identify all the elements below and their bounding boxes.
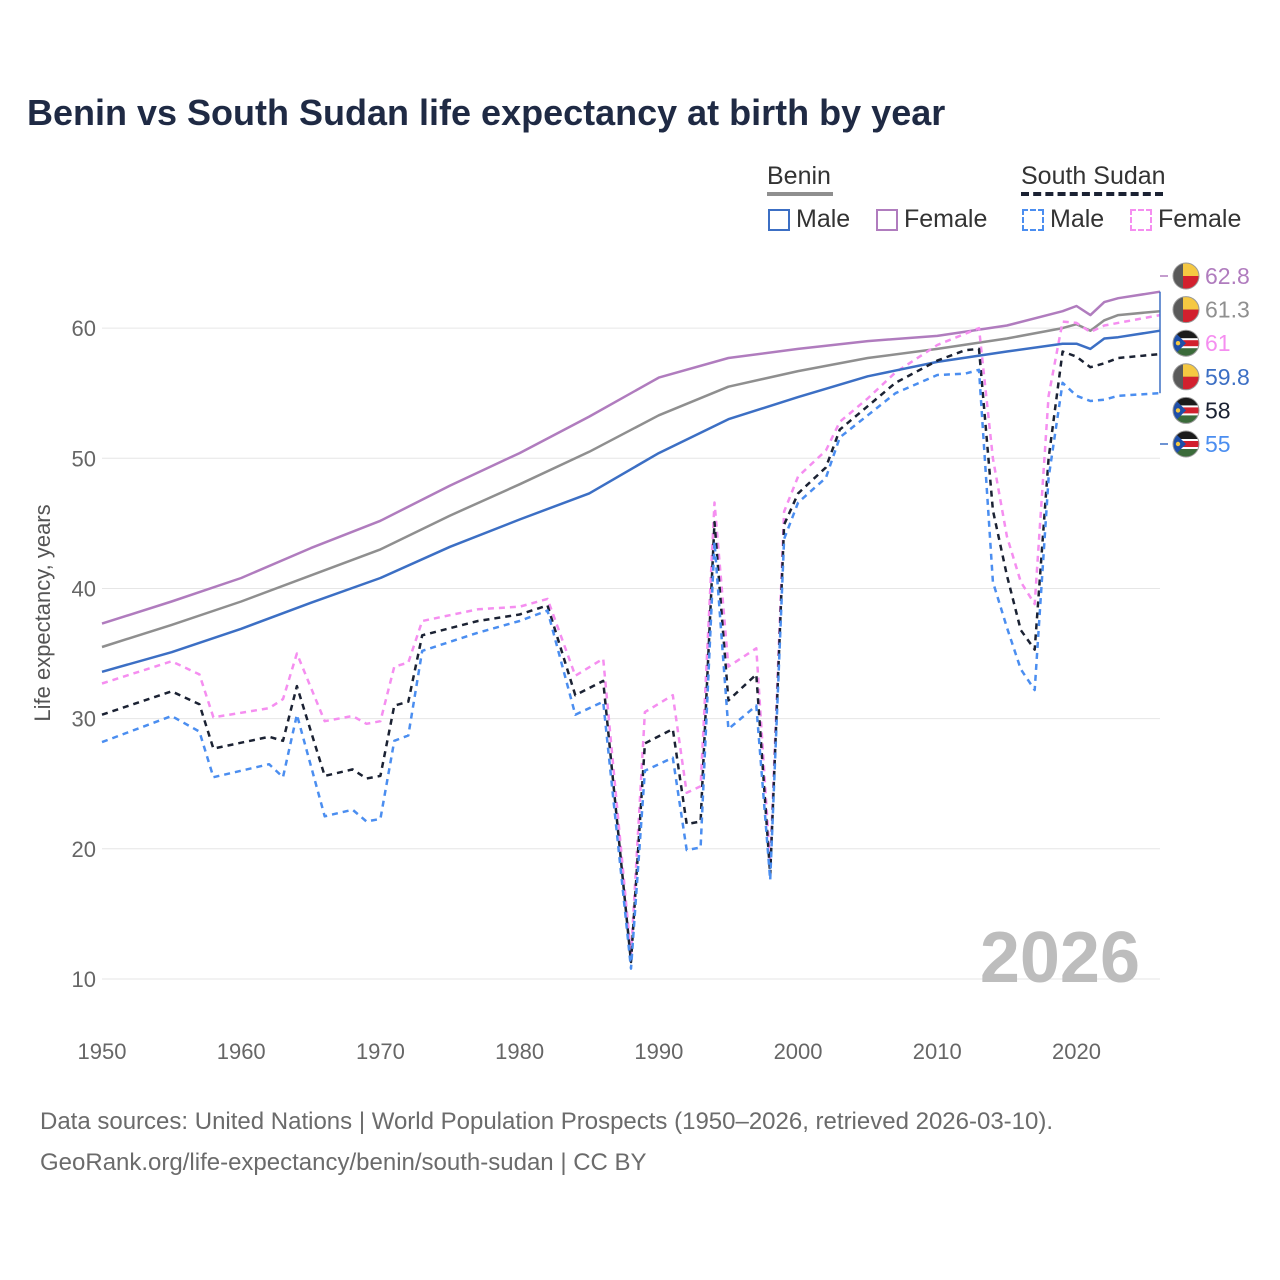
x-axis: 1950 1960 1970 1980 1990 2000 2010 2020 bbox=[78, 1039, 1101, 1064]
legend-swatch-benin-male bbox=[768, 208, 790, 231]
footer-source: Data sources: United Nations | World Pop… bbox=[40, 1108, 1054, 1135]
south-sudan-flag-icon bbox=[1172, 396, 1200, 424]
benin-flag-icon bbox=[1172, 296, 1200, 324]
legend-item-south-sudan-male[interactable]: Male bbox=[1022, 205, 1104, 234]
x-tick-label: 2010 bbox=[913, 1039, 962, 1064]
x-tick-label: 1970 bbox=[356, 1039, 405, 1064]
legend-line-benin bbox=[767, 192, 833, 196]
y-tick-label: 60 bbox=[72, 316, 96, 341]
south-sudan-flag-icon bbox=[1172, 430, 1200, 458]
legend-item-benin-female[interactable]: Female bbox=[876, 205, 987, 234]
series-line-south-sudan-male[interactable] bbox=[101, 368, 1161, 970]
chart-title: Benin vs South Sudan life expectancy at … bbox=[27, 92, 946, 133]
end-value-label: 62.8 bbox=[1205, 263, 1250, 289]
y-tick-label: 30 bbox=[72, 707, 96, 732]
series-line-south-sudan-both-sexes[interactable] bbox=[101, 347, 1161, 964]
y-tick-label: 10 bbox=[72, 967, 96, 992]
x-tick-label: 1990 bbox=[634, 1039, 683, 1064]
x-tick-label: 1980 bbox=[495, 1039, 544, 1064]
benin-flag-icon bbox=[1172, 363, 1200, 391]
legend-line-south-sudan bbox=[1021, 192, 1163, 196]
line-chart: 10 20 30 40 50 60 1950 1960 1970 1980 1990 2000 201… bbox=[30, 262, 1250, 1064]
benin-flag-icon bbox=[1172, 262, 1200, 290]
legend-group-benin[interactable]: Benin bbox=[767, 162, 831, 190]
legend-swatch-benin-female bbox=[876, 208, 898, 231]
year-watermark: 2026 bbox=[980, 918, 1140, 998]
x-tick-label: 1950 bbox=[78, 1039, 127, 1064]
end-value-label: 61.3 bbox=[1205, 297, 1250, 323]
y-tick-label: 50 bbox=[72, 446, 96, 471]
end-labels: 62.8 61.3 61 59.8 58 55 bbox=[1159, 262, 1250, 458]
legend-swatch-south-sudan-female bbox=[1130, 208, 1152, 231]
end-value-label: 58 bbox=[1205, 397, 1231, 423]
end-value-label: 55 bbox=[1205, 431, 1231, 457]
y-tick-label: 40 bbox=[72, 576, 96, 601]
legend-item-benin-male[interactable]: Male bbox=[768, 205, 850, 234]
grid-layer bbox=[102, 327, 1160, 980]
x-tick-label: 1960 bbox=[217, 1039, 266, 1064]
x-tick-label: 2000 bbox=[774, 1039, 823, 1064]
y-axis-label: Life expectancy, years bbox=[30, 504, 55, 721]
y-axis: 10 20 30 40 50 60 bbox=[72, 316, 96, 992]
legend-swatch-south-sudan-male bbox=[1022, 208, 1044, 231]
footer-link[interactable]: GeoRank.org/life-expectancy/benin/south-… bbox=[40, 1149, 647, 1176]
legend-group-south-sudan[interactable]: South Sudan bbox=[1021, 162, 1166, 190]
series-line-benin-male[interactable] bbox=[101, 329, 1161, 674]
x-tick-label: 2020 bbox=[1052, 1039, 1101, 1064]
legend-label-benin-male: Male bbox=[796, 205, 851, 233]
end-value-label: 59.8 bbox=[1205, 364, 1250, 390]
legend-label-south-sudan-female: Female bbox=[1158, 205, 1242, 233]
legend-label-benin-female: Female bbox=[904, 205, 988, 233]
end-value-label: 61 bbox=[1205, 330, 1231, 356]
south-sudan-flag-icon bbox=[1172, 329, 1200, 357]
series-line-benin-female[interactable] bbox=[101, 290, 1161, 625]
legend-label-south-sudan-male: Male bbox=[1050, 205, 1105, 233]
series-line-south-sudan-female[interactable] bbox=[101, 313, 1161, 957]
y-tick-label: 20 bbox=[72, 837, 96, 862]
series-layer bbox=[101, 290, 1161, 970]
series-line-benin-both-sexes[interactable] bbox=[101, 309, 1161, 649]
legend-item-south-sudan-female[interactable]: Female bbox=[1130, 205, 1241, 234]
